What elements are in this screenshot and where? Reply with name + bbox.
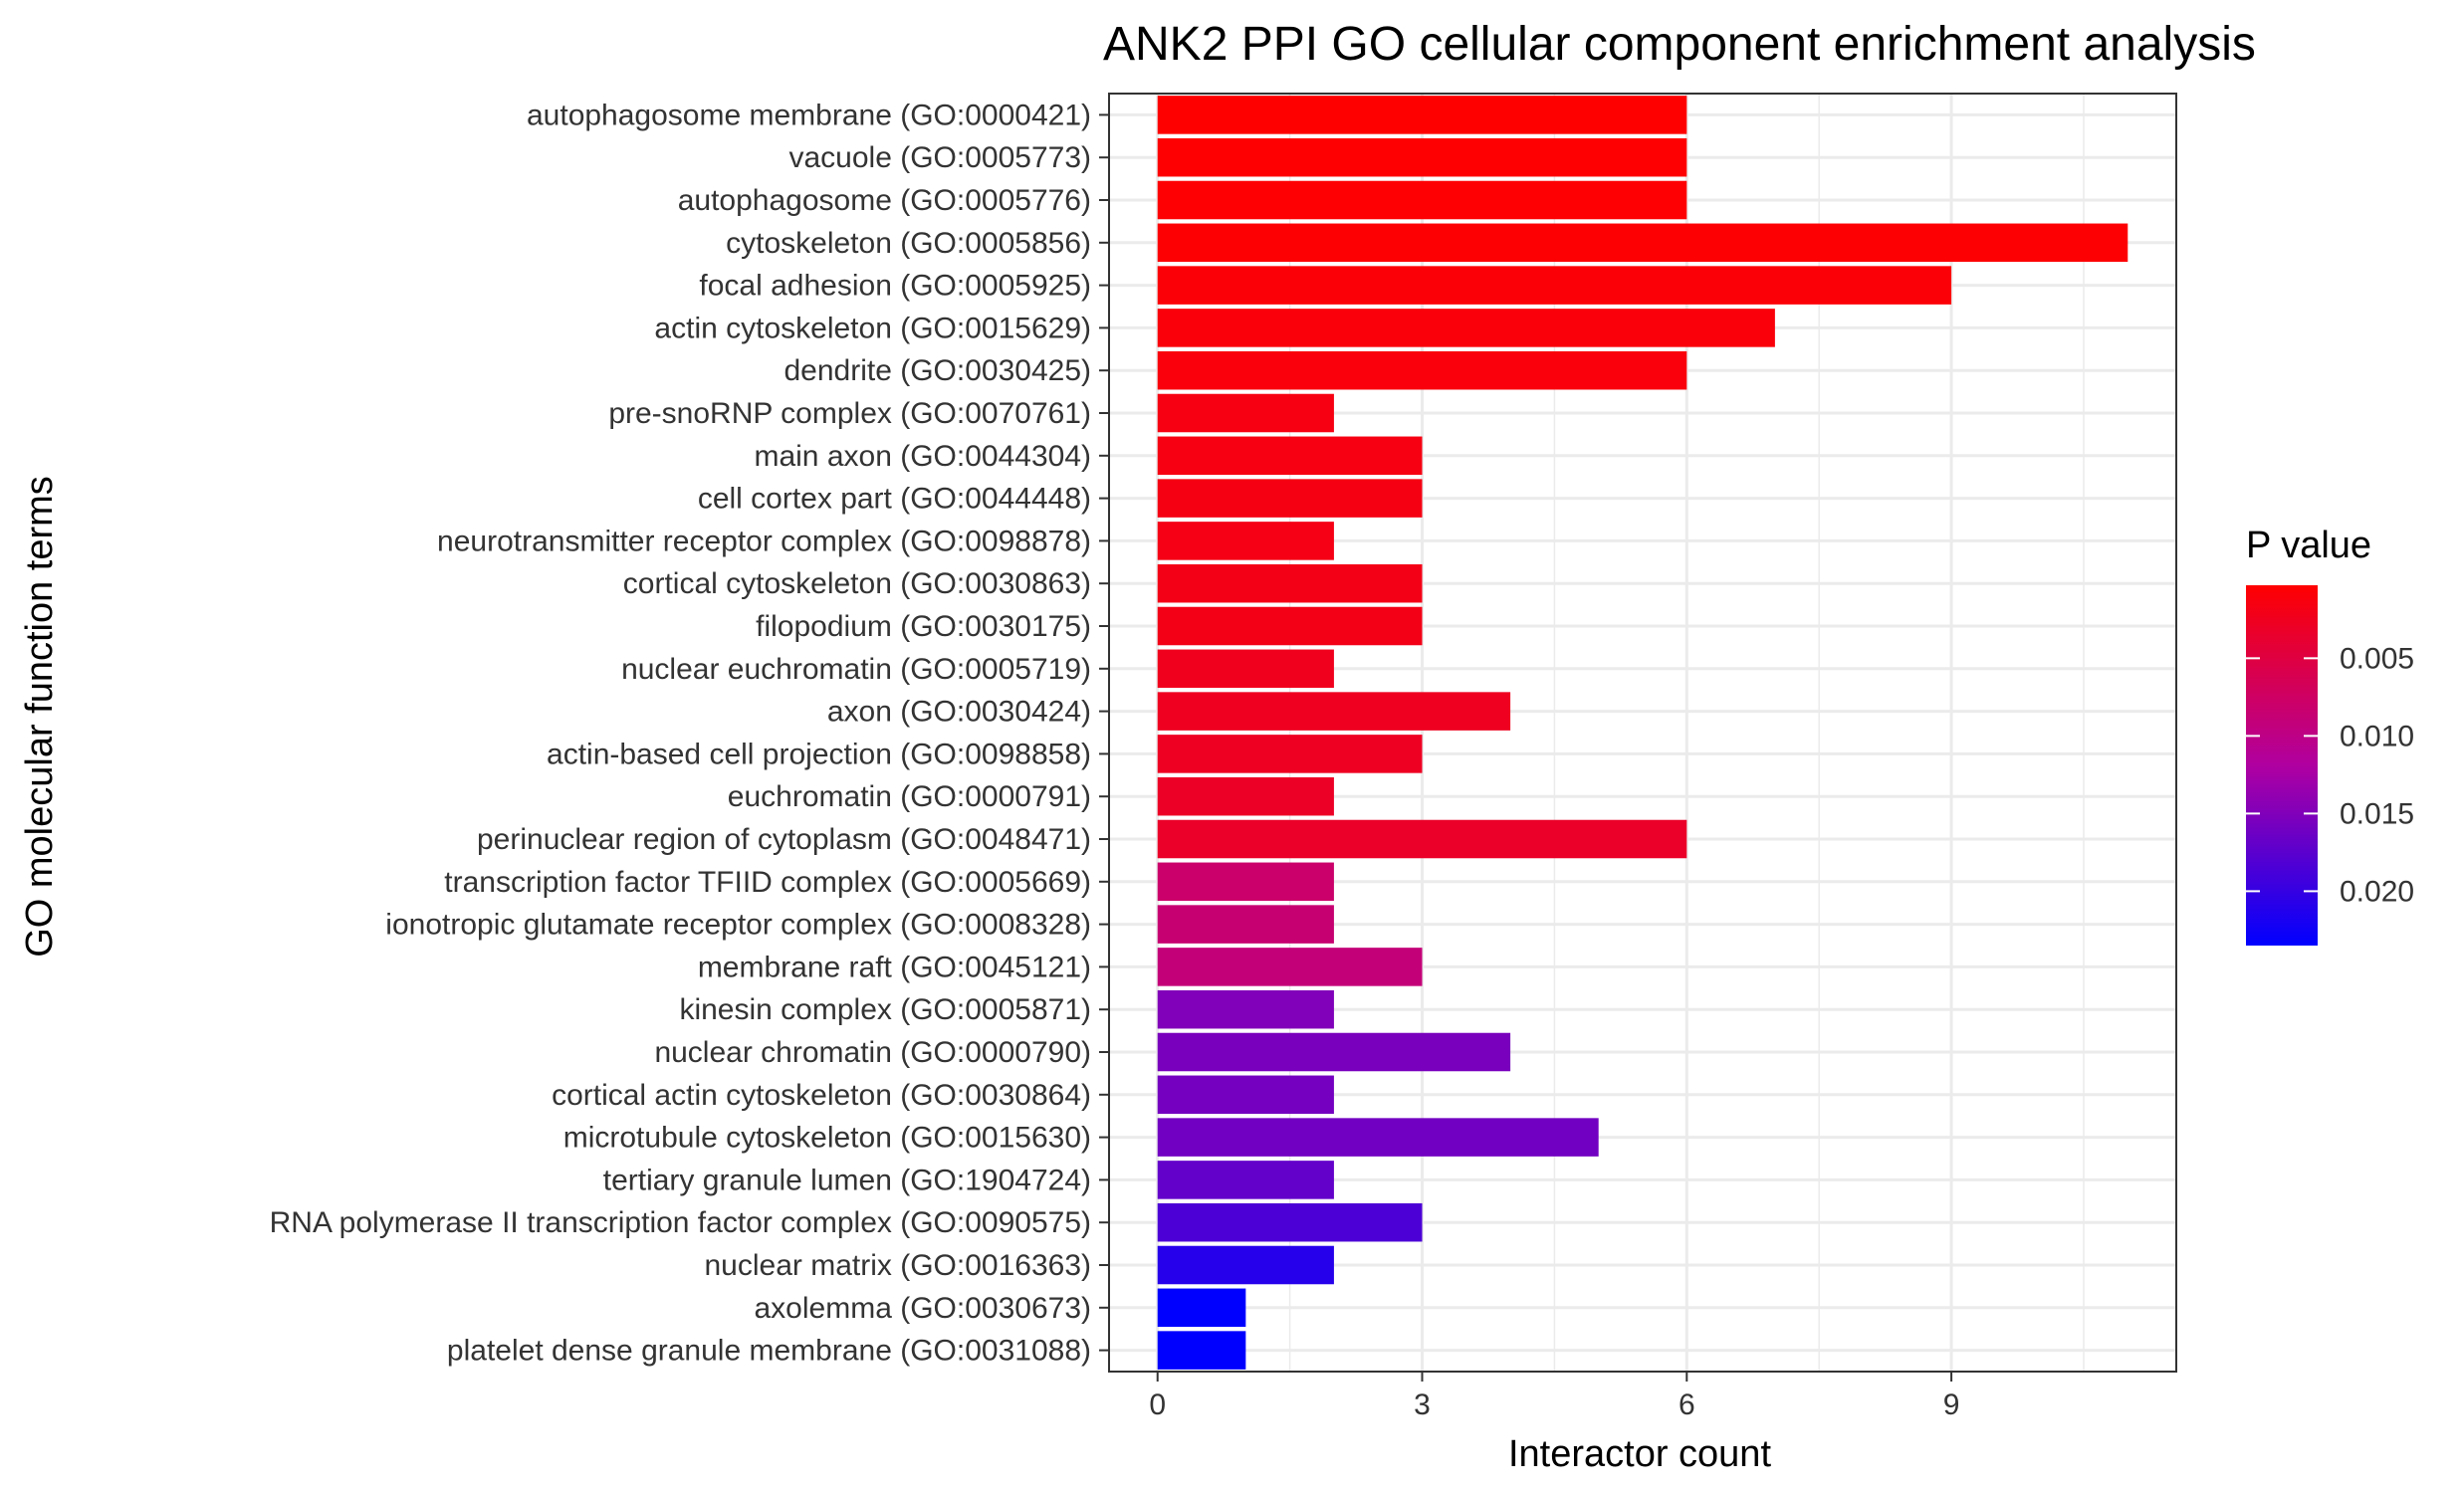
y-tick-label: nuclear chromatin (GO:0000790)	[654, 1036, 1091, 1069]
y-tick-label: euchromatin (GO:0000791)	[728, 780, 1091, 813]
y-tick-label: nuclear euchromatin (GO:0005719)	[621, 653, 1091, 686]
y-tick-label: nuclear matrix (GO:0016363)	[704, 1249, 1091, 1282]
y-tick-label: neurotransmitter receptor complex (GO:00…	[437, 525, 1091, 557]
y-tick-label: axon (GO:0030424)	[827, 696, 1091, 729]
y-tick-label: kinesin complex (GO:0005871)	[679, 993, 1091, 1026]
bar	[1157, 563, 1423, 603]
x-tick-label: 3	[1414, 1388, 1431, 1421]
bar	[1157, 948, 1423, 986]
y-tick-label: autophagosome membrane (GO:0000421)	[527, 99, 1091, 131]
y-tick-label: pre-snoRNP complex (GO:0070761)	[608, 397, 1091, 430]
legend-tick-label: 0.015	[2340, 797, 2414, 830]
bar	[1157, 180, 1687, 220]
y-tick-label: filopodium (GO:0030175)	[756, 610, 1091, 643]
y-tick-label: tertiary granule lumen (GO:1904724)	[603, 1164, 1091, 1196]
bar	[1157, 436, 1423, 476]
y-tick-label: cortical cytoskeleton (GO:0030863)	[623, 567, 1091, 600]
y-tick-label: microtubule cytoskeleton (GO:0015630)	[563, 1122, 1091, 1155]
legend-tick-label: 0.010	[2340, 720, 2414, 752]
bar	[1157, 776, 1334, 816]
plot-border	[1108, 93, 2177, 1373]
bar	[1157, 1245, 1334, 1285]
bar	[1157, 905, 1334, 944]
y-tick-label: autophagosome (GO:0005776)	[678, 184, 1091, 217]
legend: P value 0.005 0.010 0.015 0.020	[2246, 525, 2414, 946]
bar	[1157, 819, 1687, 859]
x-tick-label: 6	[1679, 1388, 1695, 1421]
bar	[1157, 1032, 1511, 1072]
y-tick-label: platelet dense granule membrane (GO:0031…	[447, 1335, 1091, 1368]
bar	[1157, 1331, 1246, 1370]
y-tick-label: actin cytoskeleton (GO:0015629)	[654, 312, 1091, 344]
bar	[1157, 96, 1687, 134]
bar	[1157, 223, 2128, 263]
plot-panel	[1109, 94, 2176, 1372]
legend-title: P value	[2246, 525, 2371, 566]
bars	[1157, 96, 2128, 1370]
bar	[1157, 393, 1334, 433]
bar	[1157, 266, 1952, 305]
bar	[1157, 649, 1334, 689]
x-tick-label: 0	[1149, 1388, 1166, 1421]
bar	[1157, 350, 1687, 390]
bar	[1157, 137, 1687, 177]
bar	[1157, 479, 1423, 518]
bar	[1157, 1075, 1334, 1115]
y-tick-label: membrane raft (GO:0045121)	[698, 951, 1091, 983]
bar	[1157, 522, 1334, 560]
y-tick-label: transcription factor TFIID complex (GO:0…	[444, 866, 1091, 899]
legend-tick-label: 0.020	[2340, 875, 2414, 908]
bar	[1157, 1161, 1334, 1199]
y-axis-title: GO molecular function terms	[19, 476, 61, 958]
y-tick-label: RNA polymerase II transcription factor c…	[270, 1206, 1091, 1239]
bar	[1157, 606, 1423, 646]
y-tick-label: axolemma (GO:0030673)	[755, 1292, 1092, 1325]
bar	[1157, 735, 1423, 773]
bar	[1157, 862, 1334, 902]
y-tick-label: cytoskeleton (GO:0005856)	[726, 227, 1091, 260]
y-tick-label: vacuole (GO:0005773)	[788, 141, 1091, 174]
y-tick-label: actin-based cell projection (GO:0098858)	[547, 738, 1091, 770]
x-axis-title: Interactor count	[1508, 1433, 1771, 1475]
legend-tick-label: 0.005	[2340, 642, 2414, 675]
x-tick-label: 9	[1943, 1388, 1960, 1421]
y-tick-label: main axon (GO:0044304)	[754, 440, 1091, 473]
y-tick-label: cortical actin cytoskeleton (GO:0030864)	[552, 1079, 1091, 1112]
y-tick-label: ionotropic glutamate receptor complex (G…	[385, 909, 1091, 942]
chart-title: ANK2 PPI GO cellular component enrichmen…	[1103, 18, 2256, 71]
legend-colorbar	[2246, 585, 2318, 946]
y-tick-label: cell cortex part (GO:0044448)	[698, 483, 1091, 516]
y-axis: autophagosome membrane (GO:0000421) vacuo…	[270, 99, 1109, 1368]
y-tick-label: perinuclear region of cytoplasm (GO:0048…	[477, 823, 1091, 856]
x-axis: 0 3 6 9	[1149, 1372, 1959, 1421]
bar	[1157, 1202, 1423, 1242]
bar	[1157, 989, 1334, 1029]
bar	[1157, 692, 1511, 731]
bar	[1157, 1118, 1599, 1157]
bar	[1157, 309, 1775, 347]
y-tick-label: dendrite (GO:0030425)	[784, 354, 1091, 387]
bar	[1157, 1288, 1246, 1328]
y-tick-label: focal adhesion (GO:0005925)	[699, 270, 1091, 303]
